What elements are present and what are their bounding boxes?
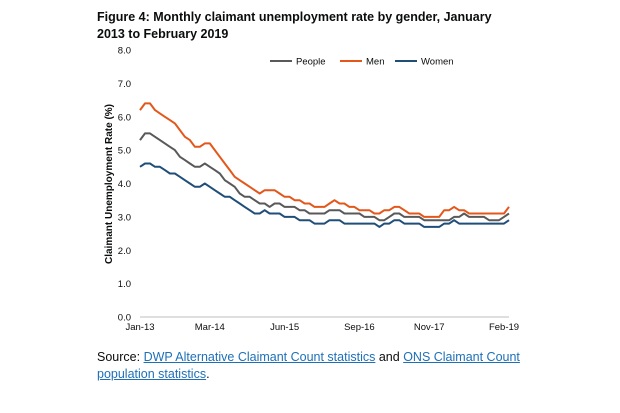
- series-lines: [139, 102, 510, 228]
- y-tick-label: 5.0: [118, 146, 131, 157]
- x-tick-label: Jun-15: [270, 322, 299, 333]
- x-tick-label: Nov-17: [414, 322, 445, 333]
- legend-label-women: Women: [421, 57, 454, 68]
- series-line-women: [139, 162, 510, 228]
- chart-title: Figure 4: Monthly claimant unemployment …: [97, 10, 492, 41]
- y-tick-label: 7.0: [118, 79, 131, 90]
- y-tick-label: 2.0: [118, 246, 131, 257]
- series-line-people: [139, 132, 510, 222]
- x-tick-label: Sep-16: [344, 322, 375, 333]
- y-axis-label: Claimant Unemployment Rate (%): [104, 104, 115, 264]
- source-note: Source: DWP Alternative Claimant Count s…: [97, 349, 567, 383]
- source-suffix: .: [206, 367, 210, 381]
- y-tick-label: 6.0: [118, 112, 131, 123]
- y-tick-label: 0.0: [118, 313, 131, 324]
- dwp-statistics-link[interactable]: DWP Alternative Claimant Count statistic…: [143, 350, 376, 364]
- line-chart: 0.0 1.0 2.0 3.0 4.0 5.0 6.0 7.0 8.0 Jan-13 Mar-14…: [104, 46, 519, 334]
- y-axis-ticks: 0.0 1.0 2.0 3.0 4.0 5.0 6.0 7.0 8.0: [118, 46, 131, 324]
- ons-statistics-link[interactable]: ONS Claimant Count population statistics: [97, 350, 520, 381]
- y-tick-label: 4.0: [118, 179, 131, 190]
- series-line-men: [139, 102, 510, 218]
- x-axis-ticks: Jan-13 Mar-14 Jun-15 Sep-16 Nov-17 Feb-19: [125, 322, 519, 333]
- y-tick-label: 8.0: [118, 46, 131, 57]
- source-middle: and: [375, 350, 404, 364]
- chart-legend: People Men Women: [270, 57, 454, 68]
- x-tick-label: Jan-13: [125, 322, 154, 333]
- x-tick-label: Feb-19: [489, 322, 519, 333]
- y-tick-label: 3.0: [118, 212, 131, 223]
- legend-label-people: People: [296, 57, 326, 68]
- y-tick-label: 1.0: [118, 279, 131, 290]
- legend-label-men: Men: [366, 57, 384, 68]
- x-tick-label: Mar-14: [195, 322, 225, 333]
- source-prefix: Source:: [97, 350, 144, 364]
